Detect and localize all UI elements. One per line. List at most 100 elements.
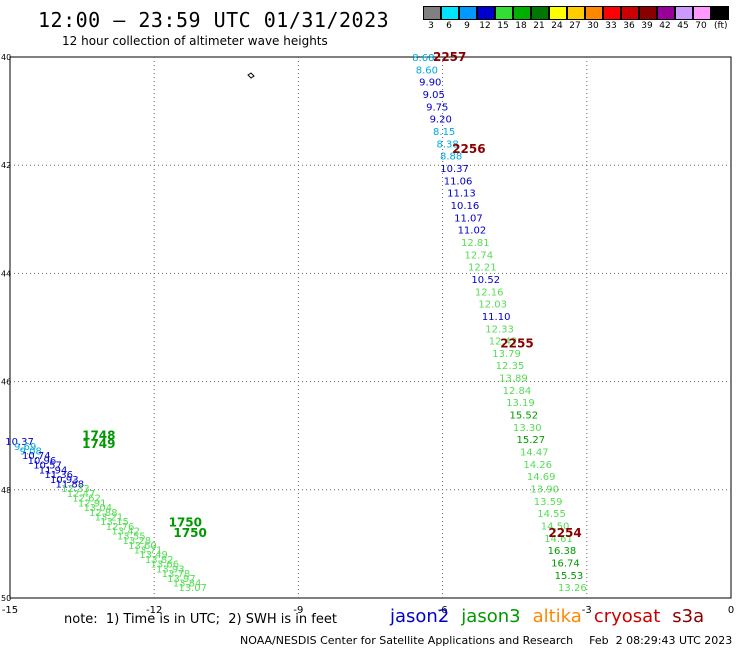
- legend-label: 9: [464, 21, 470, 31]
- legend-swatch: [584, 6, 603, 20]
- wave-height-label: 12.91: [78, 498, 107, 509]
- wave-height-label: 9.08: [20, 447, 42, 458]
- legend-bin: 30: [584, 6, 603, 31]
- wave-height-color-legend: 3 6 9 12 15 18 21 24 27 30 33 36 39 42 45 70: [422, 6, 729, 31]
- wave-height-label: 13.59: [534, 497, 563, 508]
- wave-height-label: 10.96: [28, 456, 57, 467]
- wave-height-label: 12.76: [106, 522, 135, 533]
- legend-label: 45: [677, 21, 689, 31]
- wave-height-label: 12.35: [496, 361, 525, 372]
- wave-height-label: 14.47: [520, 448, 549, 459]
- wave-height-label: 12.62: [72, 494, 101, 505]
- legend-swatch: [440, 6, 459, 20]
- wave-height-label: 13.93: [156, 564, 185, 575]
- wave-height-label: 13.49: [139, 550, 168, 561]
- wave-height-label: 10.52: [471, 275, 500, 286]
- wave-height-label: 13.30: [513, 423, 542, 434]
- legend-swatch: [692, 6, 711, 20]
- legend-bin: 42: [656, 6, 675, 31]
- legend-label: 24: [551, 21, 563, 31]
- wave-height-label: 13.15: [100, 517, 129, 528]
- legend-bin: 21: [530, 6, 549, 31]
- wave-height-label: 12.33: [485, 324, 514, 335]
- lon-tick-label: -9: [293, 605, 303, 616]
- legend-bin: 36: [620, 6, 639, 31]
- wave-height-label: 12.33: [61, 484, 90, 495]
- legend-swatch: [656, 6, 675, 20]
- time-stamp-label: 2255: [500, 337, 533, 351]
- legend-swatch: [710, 6, 729, 20]
- legend-bin: 9: [458, 6, 477, 31]
- wave-height-label: 8.60: [416, 65, 438, 76]
- wave-height-label: 12.42: [489, 337, 518, 348]
- lat-tick-label: 50: [1, 594, 11, 603]
- legend-label: 33: [605, 21, 617, 31]
- wave-height-label: 13.21: [95, 513, 124, 524]
- wave-height-label: 13.42: [111, 527, 140, 538]
- time-stamp-label: 2254: [548, 526, 581, 540]
- lat-tick-label: 44: [1, 269, 11, 278]
- legend-swatch: [476, 6, 495, 20]
- wave-height-label: 13.78: [162, 569, 191, 580]
- wave-height-label: 13.07: [178, 583, 207, 594]
- legend-swatch: [674, 6, 693, 20]
- wave-height-label: 9.90: [419, 78, 441, 89]
- legend-bin: 45: [674, 6, 693, 31]
- legend-bin: 6: [440, 6, 459, 31]
- time-stamp-label: 2257: [433, 50, 466, 64]
- wave-height-label: 16.38: [548, 546, 577, 557]
- satellite-cryosat: cryosat: [593, 606, 661, 627]
- wave-height-label: 8.88: [440, 152, 462, 163]
- lon-tick-label: -12: [146, 605, 162, 616]
- wave-height-label: 15.53: [555, 571, 584, 582]
- time-stamp-label: 1748: [82, 429, 115, 443]
- wave-height-label: 11.94: [39, 465, 68, 476]
- legend-bin: [710, 6, 729, 31]
- wave-height-label: 11.36: [44, 470, 73, 481]
- legend-label: 27: [569, 21, 581, 31]
- altimeter-tracks: 8.688.609.909.059.759.208.158.388.8810.3…: [5, 50, 586, 594]
- wave-height-label: 12.16: [475, 287, 504, 298]
- legend-bin: 33: [602, 6, 621, 31]
- credits-line: NOAA/NESDIS Center for Satellite Applica…: [240, 634, 732, 647]
- wave-height-label: 8.38: [436, 139, 458, 150]
- island-outline: [247, 72, 255, 79]
- wave-height-label: 10.57: [33, 461, 62, 472]
- legend-label: 70: [695, 21, 707, 31]
- lat-tick-label: 46: [1, 378, 11, 387]
- wave-height-label: 12.21: [468, 263, 497, 274]
- wave-height-label: 13.71: [134, 545, 163, 556]
- wave-height-label: 13.89: [499, 374, 528, 385]
- page-title: 12:00 – 23:59 UTC 01/31/2023: [38, 8, 390, 32]
- legend-label: 21: [533, 21, 545, 31]
- lon-tick-label: 0: [728, 605, 734, 616]
- wave-height-label: 15.52: [510, 411, 539, 422]
- wave-height-label: 13.19: [506, 398, 535, 409]
- wave-height-label: 14.55: [537, 509, 566, 520]
- wave-height-label: 10.93: [50, 475, 79, 486]
- wave-height-label: 9.20: [430, 115, 452, 126]
- legend-bin: 24: [548, 6, 567, 31]
- wave-height-label: 13.26: [558, 583, 587, 594]
- legend-label: 30: [587, 21, 599, 31]
- legend-swatch: [458, 6, 477, 20]
- wave-height-label: 13.55: [117, 531, 146, 542]
- legend-label: 42: [659, 21, 671, 31]
- legend-bin: 70: [692, 6, 711, 31]
- page-subtitle: 12 hour collection of altimeter wave hei…: [62, 34, 328, 48]
- legend-label: 6: [446, 21, 452, 31]
- wave-height-label: 10.37: [440, 164, 469, 175]
- legend-swatch: [620, 6, 639, 20]
- lon-tick-label: -15: [2, 605, 18, 616]
- legend-bin: 18: [512, 6, 531, 31]
- wave-height-label: 16.74: [551, 559, 580, 570]
- wave-height-label: 10.74: [22, 451, 51, 462]
- wave-height-label: 14.69: [527, 472, 556, 483]
- legend-swatch: [512, 6, 531, 20]
- legend-label: 12: [479, 21, 491, 31]
- map-frame: [9, 56, 732, 599]
- wave-height-label: 12.74: [464, 250, 493, 261]
- wave-height-label: 8.68: [412, 53, 434, 64]
- satellite-jason2: jason2: [390, 606, 450, 627]
